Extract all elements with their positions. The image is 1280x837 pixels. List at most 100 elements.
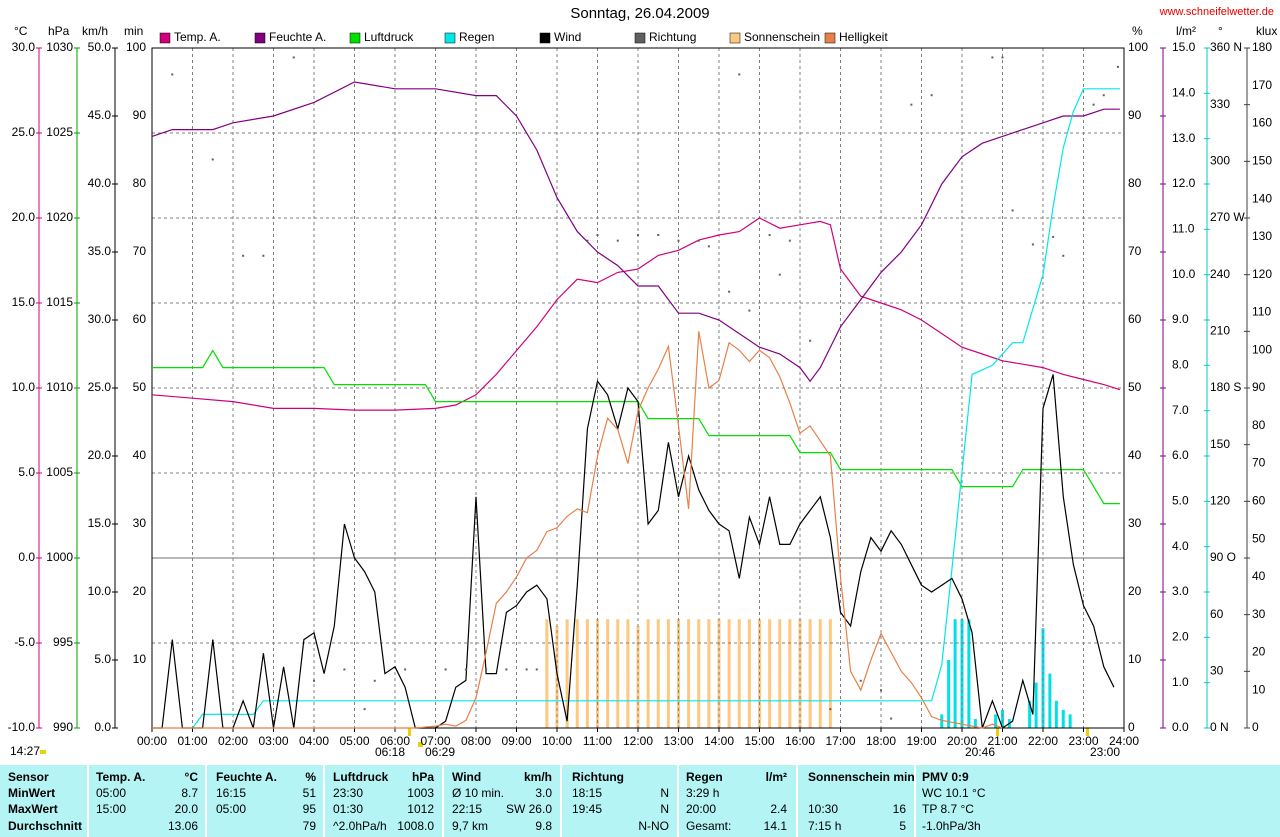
- x-tick-label: 07:00: [420, 734, 450, 748]
- y-tick-label: 30.0: [12, 40, 36, 54]
- y-tick-label: 995: [53, 635, 73, 649]
- y-tick-label: 20.0: [12, 210, 36, 224]
- x-tick-label: 08:00: [461, 734, 491, 748]
- table-cell: 51: [303, 786, 317, 800]
- direction-dot: [535, 668, 538, 671]
- y-tick-label: 120: [1252, 267, 1272, 281]
- y-tick-label: 6.0: [1172, 448, 1189, 462]
- time-annotation: 06:29: [425, 745, 455, 759]
- table-cell: 23:30: [333, 786, 363, 800]
- table-header: hPa: [412, 770, 434, 784]
- legend-swatch: [444, 32, 456, 44]
- y-tick-label: 10.0: [12, 380, 36, 394]
- table-header: PMV 0:9: [922, 770, 969, 784]
- y-tick-label: -10.0: [8, 720, 36, 734]
- bar: [687, 619, 691, 728]
- legend-label: Temp. A.: [174, 30, 221, 44]
- bar: [994, 714, 998, 728]
- y-tick-label: 25.0: [88, 380, 112, 394]
- y-tick-label: 10: [133, 652, 147, 666]
- table-cell: TP 8.7 °C: [922, 802, 974, 816]
- y-tick-label: 100: [1128, 40, 1148, 54]
- bar: [973, 718, 977, 728]
- direction-dot: [707, 245, 710, 248]
- time-annotation: 20:46: [965, 745, 995, 759]
- direction-dot: [464, 668, 467, 671]
- table-cell: 8.7: [181, 786, 198, 800]
- direction-dot: [171, 73, 174, 76]
- y-tick-label: 50: [1252, 531, 1266, 545]
- series-line: [151, 217, 1121, 411]
- direction-dot: [788, 239, 791, 242]
- table-header: km/h: [524, 770, 552, 784]
- direction-dot: [1011, 209, 1014, 212]
- chart-title: Sonntag, 26.04.2009: [570, 5, 709, 22]
- bar: [656, 619, 660, 728]
- table-row-label: MaxWert: [8, 802, 58, 816]
- y-tick-label: 20: [1252, 645, 1266, 659]
- direction-dot: [728, 290, 731, 293]
- legend-label: Helligkeit: [839, 30, 888, 44]
- y-tick-label: 5.0: [94, 652, 111, 666]
- bar: [565, 619, 569, 728]
- y-tick-label: 80: [1128, 176, 1142, 190]
- y-tick-label: 360 N: [1210, 40, 1242, 54]
- source-url: www.schneifelwetter.de: [1159, 6, 1274, 18]
- y-tick-label: 140: [1252, 191, 1272, 205]
- y-tick-label: 150: [1252, 154, 1272, 168]
- bar: [636, 626, 640, 728]
- table-cell: 01:30: [333, 802, 363, 816]
- axis-unit: l/m²: [1176, 24, 1196, 38]
- bar: [737, 619, 741, 728]
- direction-dot: [485, 668, 488, 671]
- table-cell: 1003: [407, 786, 434, 800]
- legend-swatch: [349, 32, 361, 44]
- y-tick-label: 10.0: [1172, 267, 1196, 281]
- y-tick-label: 180 S: [1210, 380, 1241, 394]
- y-tick-label: 80: [133, 176, 147, 190]
- table-header: Sensor: [8, 770, 49, 784]
- direction-dot: [242, 254, 245, 257]
- y-tick-label: 8.0: [1172, 358, 1189, 372]
- y-tick-label: 3.0: [1172, 584, 1189, 598]
- plot-frame: [151, 47, 1125, 729]
- bar: [828, 619, 832, 728]
- axis-unit: min: [124, 24, 143, 38]
- y-tick-label: 90: [1128, 108, 1142, 122]
- axis-unit: klux: [1256, 24, 1277, 38]
- y-tick-label: 5.0: [18, 465, 35, 479]
- table-cell: N: [660, 786, 669, 800]
- table-cell: 9.8: [535, 819, 552, 833]
- direction-dot: [1052, 235, 1055, 238]
- x-tick-label: 14:00: [704, 734, 734, 748]
- table-header: Richtung: [572, 770, 624, 784]
- x-tick-label: 04:00: [299, 734, 329, 748]
- y-tick-label: 240: [1210, 267, 1230, 281]
- table-row-label: Durchschnitt: [8, 819, 82, 833]
- table-cell: 7:15 h: [808, 819, 841, 833]
- table-cell: 10:30: [808, 802, 838, 816]
- axis-unit: °: [1218, 24, 1223, 38]
- time-annotation: 06:18: [375, 745, 405, 759]
- table-header: Feuchte A.: [216, 770, 277, 784]
- bar: [616, 619, 620, 728]
- table-header: Temp. A.: [96, 770, 145, 784]
- y-tick-label: 90: [133, 108, 147, 122]
- x-tick-label: 12:00: [623, 734, 653, 748]
- y-tick-label: 40: [1252, 569, 1266, 583]
- y-tick-label: 30: [1128, 516, 1142, 530]
- y-tick-label: 70: [1128, 244, 1142, 258]
- x-tick-label: 22:00: [1028, 734, 1058, 748]
- y-tick-label: 1005: [46, 465, 73, 479]
- direction-dot: [525, 668, 528, 671]
- y-tick-label: 50.0: [88, 40, 112, 54]
- direction-dot: [768, 234, 771, 236]
- y-tick-label: 10: [1252, 682, 1266, 696]
- axis-unit: %: [1132, 24, 1143, 38]
- y-tick-label: 40.0: [88, 176, 112, 190]
- y-tick-label: 130: [1252, 229, 1272, 243]
- table-cell: 18:15: [572, 786, 602, 800]
- y-tick-label: 30: [1252, 607, 1266, 621]
- x-tick-label: 21:00: [987, 734, 1017, 748]
